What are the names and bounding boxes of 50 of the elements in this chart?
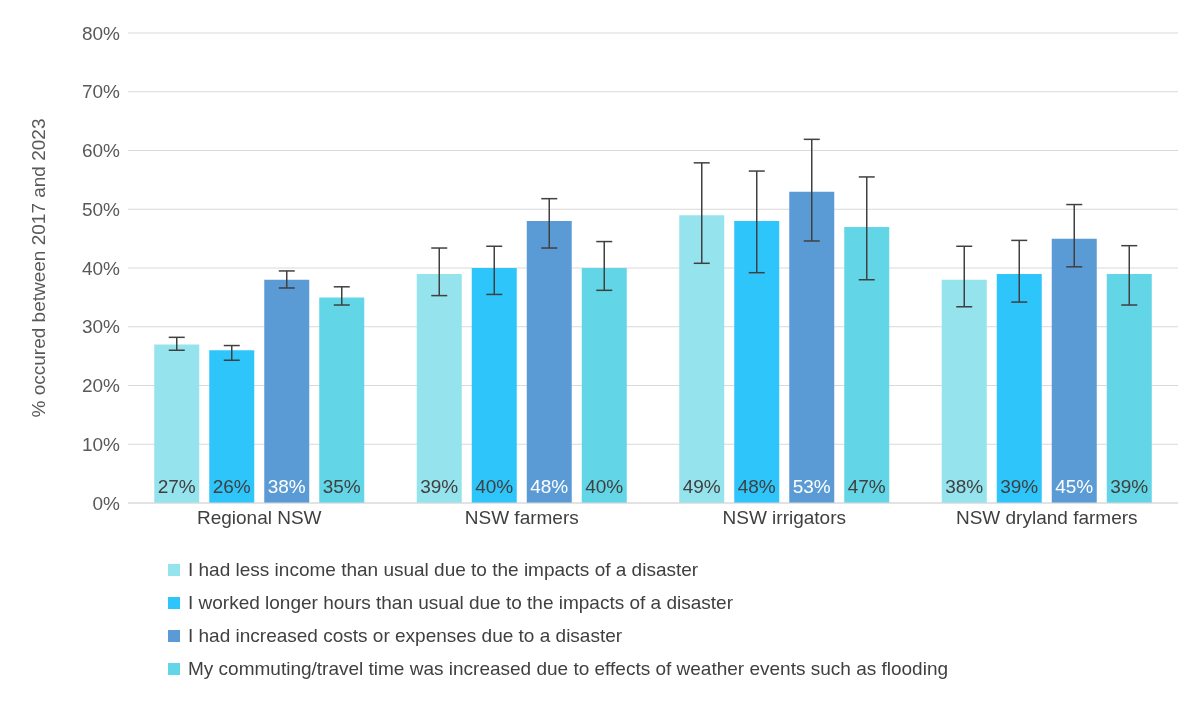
data-label: 40% bbox=[585, 476, 624, 497]
legend-label: I worked longer hours than usual due to the impacts of a disaster bbox=[188, 591, 733, 614]
bar bbox=[416, 273, 462, 503]
data-label: 53% bbox=[792, 476, 831, 497]
legend-label: I had increased costs or expenses due to a disaster bbox=[188, 624, 623, 647]
x-tick-label: Regional NSW bbox=[196, 507, 322, 529]
legend-label: I had less income than usual due to the impacts of a disaster bbox=[188, 558, 699, 581]
y-axis-title: % occured between 2017 and 2023 bbox=[27, 118, 49, 418]
x-tick-label: NSW farmers bbox=[464, 507, 579, 529]
legend-label: My commuting/travel time was increased due to effects of weather events such as flooding bbox=[188, 657, 949, 680]
data-label: 47% bbox=[847, 476, 886, 497]
data-label: 38% bbox=[945, 476, 984, 497]
y-tick-label: 20% bbox=[81, 375, 121, 397]
bar bbox=[526, 221, 572, 503]
bar bbox=[1106, 273, 1152, 503]
y-tick-label: 60% bbox=[81, 140, 121, 162]
bar bbox=[209, 350, 255, 503]
data-label: 39% bbox=[420, 476, 459, 497]
bar bbox=[581, 268, 627, 503]
bar bbox=[319, 297, 365, 503]
y-tick-label: 10% bbox=[81, 433, 121, 455]
bar bbox=[154, 344, 200, 503]
y-tick-label: 40% bbox=[81, 257, 121, 279]
data-label: 39% bbox=[1110, 476, 1149, 497]
data-label: 40% bbox=[475, 476, 514, 497]
data-label: 26% bbox=[212, 476, 251, 497]
bar bbox=[471, 268, 517, 503]
data-label: 48% bbox=[530, 476, 569, 497]
y-tick-label: 30% bbox=[81, 316, 121, 338]
bar bbox=[941, 279, 987, 503]
data-label: 49% bbox=[682, 476, 721, 497]
x-tick-label: NSW irrigators bbox=[722, 507, 847, 529]
bar bbox=[734, 221, 780, 503]
y-tick-label: 80% bbox=[81, 22, 121, 44]
bar bbox=[1051, 238, 1097, 503]
y-tick-label: 0% bbox=[92, 492, 121, 514]
bar bbox=[844, 226, 890, 503]
data-label: 35% bbox=[322, 476, 361, 497]
data-label: 38% bbox=[267, 476, 306, 497]
bar bbox=[789, 191, 835, 503]
data-label: 39% bbox=[1000, 476, 1039, 497]
y-tick-label: 50% bbox=[81, 198, 121, 220]
bar bbox=[996, 273, 1042, 503]
bar bbox=[679, 215, 725, 503]
data-label: 48% bbox=[737, 476, 776, 497]
bar bbox=[264, 279, 310, 503]
data-label: 45% bbox=[1055, 476, 1094, 497]
data-label: 27% bbox=[157, 476, 196, 497]
y-tick-label: 70% bbox=[81, 81, 121, 103]
x-tick-label: NSW dryland farmers bbox=[955, 507, 1138, 529]
